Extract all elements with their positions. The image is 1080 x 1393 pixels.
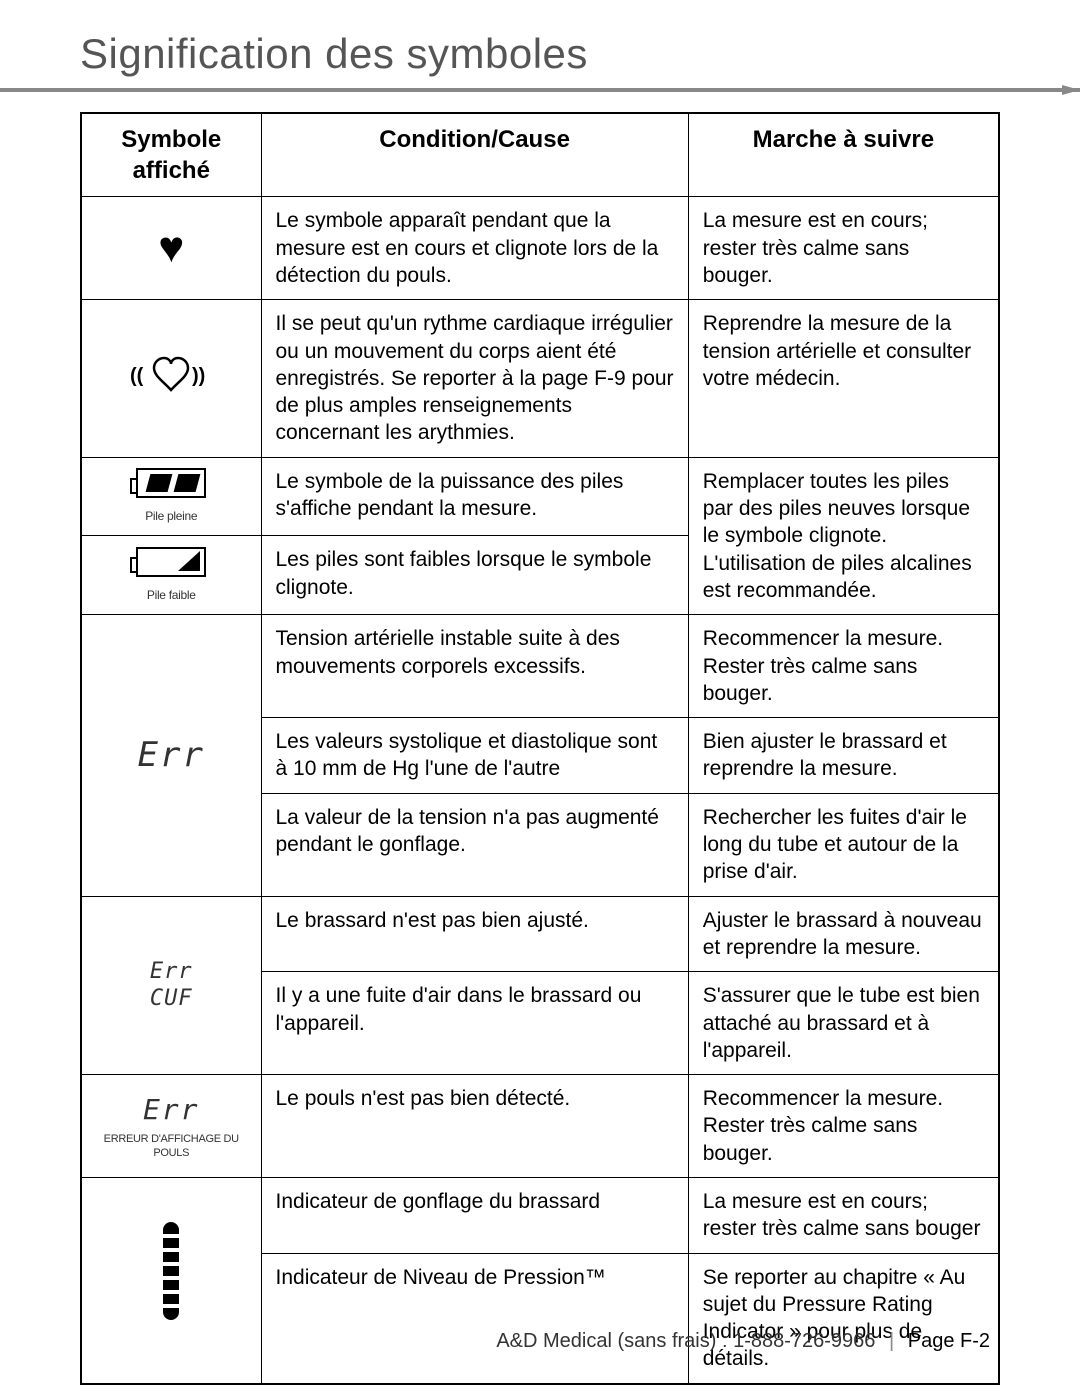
- act-cell: Reprendre la mesure de la tension artéri…: [688, 300, 999, 457]
- table-row: Err Tension artérielle instable suite à …: [81, 615, 999, 718]
- table-row: (( )) Il se peut qu'un rythme cardiaque …: [81, 300, 999, 457]
- act-cell: Recommencer la mesure. Rester très calme…: [688, 615, 999, 718]
- act-cell: Rechercher les fuites d'air le long du t…: [688, 793, 999, 896]
- table-row: ♥ Le symbole apparaît pendant que la mes…: [81, 197, 999, 300]
- cond-cell: Les piles sont faibles lorsque le symbol…: [261, 536, 688, 615]
- symbol-err: Err: [81, 615, 261, 896]
- act-cell: S'assurer que le tube est bien attaché a…: [688, 972, 999, 1075]
- symbol-heart-irregular: (( )): [81, 300, 261, 457]
- cond-cell: Tension artérielle instable suite à des …: [261, 615, 688, 718]
- symbol-heart-solid: ♥: [81, 197, 261, 300]
- symbols-table: Symbole affiché Condition/Cause Marche à…: [80, 112, 1000, 1385]
- symbol-battery-low: Pile faible: [81, 536, 261, 615]
- cond-cell: Indicateur de Niveau de Pression™: [261, 1253, 688, 1384]
- act-cell: Bien ajuster le brassard et reprendre la…: [688, 718, 999, 794]
- page-footer: A&D Medical (sans frais) : 1-888-726-996…: [496, 1330, 990, 1353]
- symbol-err-pulse: Err ERREUR D'AFFICHAGE DU POULS: [81, 1075, 261, 1178]
- act-cell: Remplacer toutes les piles par des piles…: [688, 457, 999, 614]
- cond-cell: Il y a une fuite d'air dans le brassard …: [261, 972, 688, 1075]
- cond-cell: Le symbole de la puissance des piles s'a…: [261, 457, 688, 536]
- cond-cell: Indicateur de gonflage du brassard: [261, 1177, 688, 1253]
- symbol-err-cuf: Err CUF: [81, 896, 261, 1074]
- table-row: Indicateur de gonflage du brassard La me…: [81, 1177, 999, 1253]
- title-underline: [0, 88, 1080, 92]
- err-cuf-icon: Err CUF: [150, 959, 193, 1011]
- symbol-battery-full: Pile pleine: [81, 457, 261, 536]
- heart-icon: ♥: [158, 226, 184, 270]
- symbol-gauge: [81, 1177, 261, 1383]
- act-cell: Recommencer la mesure. Rester très calme…: [688, 1075, 999, 1178]
- page-title: Signification des symboles: [0, 0, 1080, 88]
- act-cell: La mesure est en cours; rester très calm…: [688, 197, 999, 300]
- table-header-row: Symbole affiché Condition/Cause Marche à…: [81, 113, 999, 197]
- battery-low-icon: [136, 547, 206, 584]
- battery-full-label: Pile pleine: [88, 509, 255, 525]
- err-icon: Err: [88, 733, 255, 777]
- footer-separator: |: [889, 1330, 894, 1352]
- battery-low-label: Pile faible: [88, 588, 255, 604]
- svg-text:)): )): [192, 365, 205, 387]
- irregular-heartbeat-icon: (( )): [126, 350, 216, 400]
- footer-page-number: Page F-2: [908, 1330, 990, 1352]
- pressure-gauge-icon: [161, 1222, 181, 1332]
- cond-cell: Il se peut qu'un rythme cardiaque irrégu…: [261, 300, 688, 457]
- act-cell: Ajuster le brassard à nouveau et reprend…: [688, 896, 999, 972]
- cond-cell: Le pouls n'est pas bien détecté.: [261, 1075, 688, 1178]
- col-header-symbole: Symbole affiché: [81, 113, 261, 197]
- col-header-condition: Condition/Cause: [261, 113, 688, 197]
- table-row: Pile pleine Le symbole de la puissance d…: [81, 457, 999, 536]
- cond-cell: Le symbole apparaît pendant que la mesur…: [261, 197, 688, 300]
- svg-text:((: ((: [130, 365, 144, 387]
- footer-company: A&D Medical (sans frais) : 1-888-726-996…: [496, 1330, 875, 1352]
- act-cell: Se reporter au chapitre « Au sujet du Pr…: [688, 1253, 999, 1384]
- cond-cell: Les valeurs systolique et diastolique so…: [261, 718, 688, 794]
- battery-full-icon: [136, 468, 206, 505]
- cond-cell: Le brassard n'est pas bien ajusté.: [261, 896, 688, 972]
- cond-cell: La valeur de la tension n'a pas augmenté…: [261, 793, 688, 896]
- err-pulse-sublabel: ERREUR D'AFFICHAGE DU POULS: [88, 1132, 255, 1161]
- table-row: Err ERREUR D'AFFICHAGE DU POULS Le pouls…: [81, 1075, 999, 1178]
- act-cell: La mesure est en cours; rester très calm…: [688, 1177, 999, 1253]
- col-header-action: Marche à suivre: [688, 113, 999, 197]
- err-pulse-icon: Err: [88, 1092, 255, 1128]
- table-row: Err CUF Le brassard n'est pas bien ajust…: [81, 896, 999, 972]
